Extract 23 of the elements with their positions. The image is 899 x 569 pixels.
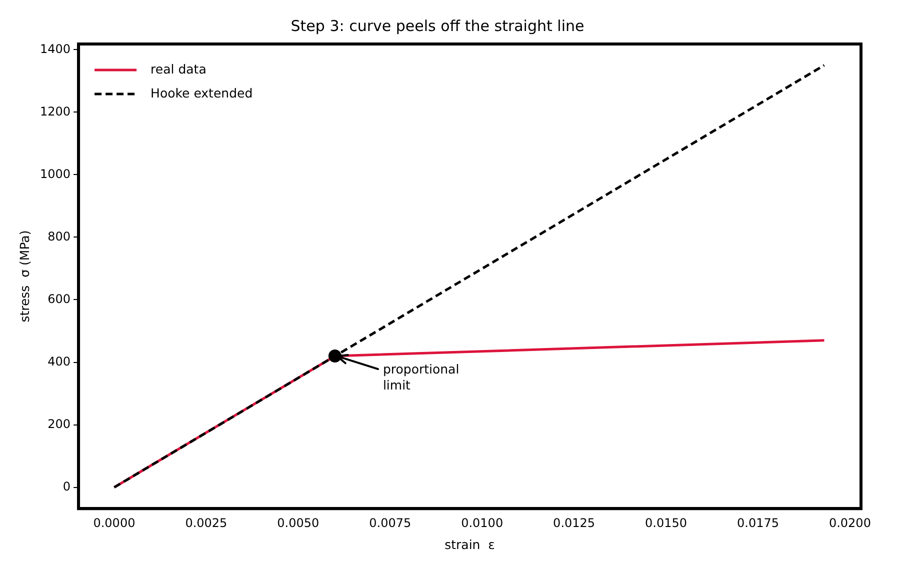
y-tick-label: 1400	[40, 42, 71, 56]
y-tick-label: 600	[48, 292, 71, 306]
x-tick-label: 0.0175	[736, 516, 779, 530]
legend-label: real data	[150, 61, 206, 76]
y-tick-label: 200	[48, 416, 71, 431]
chart-title: Step 3: curve peels off the straight line	[290, 16, 584, 35]
y-tick-label: 1000	[40, 166, 71, 181]
y-tick-label: 1200	[40, 104, 71, 118]
annotation: proportional limit	[382, 362, 460, 393]
legend-label: Hooke extended	[150, 85, 253, 100]
x-tick-label: 0.0150	[645, 516, 688, 530]
x-tick-label: 0.0000	[93, 516, 136, 530]
x-tick-label: 0.0200	[828, 516, 871, 530]
y-tick-label: 400	[48, 354, 71, 368]
x-tick-label: 0.0025	[185, 516, 228, 530]
x-tick-label: 0.0100	[461, 516, 504, 530]
x-axis-title: strain ε	[444, 536, 495, 552]
x-tick-label: 0.0050	[277, 516, 320, 530]
x-tick-label: 0.0125	[553, 516, 596, 530]
y-axis-title: stress σ (MPa)	[16, 230, 32, 322]
x-tick-label: 0.0075	[369, 516, 412, 530]
y-tick-label: 0	[62, 479, 71, 494]
y-tick-label: 800	[48, 229, 71, 244]
